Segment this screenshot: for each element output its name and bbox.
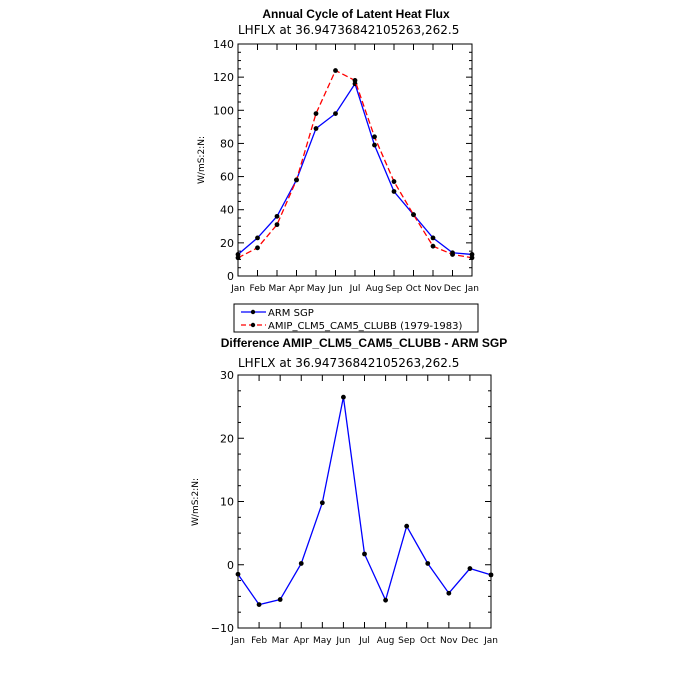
x-tick-label: May bbox=[307, 284, 326, 294]
data-point bbox=[256, 602, 262, 607]
y-tick-label: 60 bbox=[220, 171, 234, 184]
legend: ARM SGP AMIP_CLM5_CAM5_CLUBB (1979-1983) bbox=[233, 303, 479, 333]
y-tick-label: 40 bbox=[220, 204, 234, 217]
x-tick-label: Feb bbox=[250, 284, 266, 294]
y-axis-label: W/mS:2:N: bbox=[197, 136, 207, 184]
data-point bbox=[333, 111, 338, 116]
data-point bbox=[235, 255, 241, 261]
x-tick-label: Oct bbox=[406, 284, 422, 294]
data-point bbox=[425, 561, 431, 566]
x-tick-label: Dec bbox=[444, 284, 461, 294]
data-point bbox=[274, 213, 280, 219]
y-tick-label: −10 bbox=[211, 622, 234, 635]
data-point bbox=[277, 597, 283, 602]
data-point bbox=[469, 255, 475, 261]
data-point bbox=[333, 68, 338, 73]
data-point bbox=[235, 252, 241, 257]
y-tick-label: 20 bbox=[220, 237, 234, 250]
data-point bbox=[391, 179, 397, 184]
y-tick-label: 10 bbox=[220, 496, 234, 509]
legend-box bbox=[233, 303, 479, 333]
y-tick-label: 100 bbox=[213, 104, 234, 117]
difference-panel: Difference AMIP_CLM5_CAM5_CLUBB - ARM SG… bbox=[191, 336, 507, 646]
x-tick-label: Sep bbox=[386, 284, 403, 294]
data-point bbox=[430, 243, 436, 249]
data-point bbox=[274, 222, 280, 228]
x-tick-label: May bbox=[313, 636, 332, 646]
data-point bbox=[235, 571, 241, 577]
data-point bbox=[313, 126, 319, 131]
x-tick-label: Aug bbox=[366, 284, 384, 294]
data-point bbox=[469, 252, 475, 257]
x-tick-label: Mar bbox=[269, 284, 286, 294]
legend-label-amip: AMIP_CLM5_CAM5_CLUBB (1979-1983) bbox=[268, 321, 462, 332]
data-point bbox=[298, 561, 304, 566]
x-tick-label: Nov bbox=[440, 636, 458, 646]
legend-label-arm-sgp: ARM SGP bbox=[268, 308, 314, 319]
chart-subtitle: LHFLX at 36.94736842105263,262.5 bbox=[238, 356, 459, 370]
data-point bbox=[404, 523, 410, 529]
x-tick-label: Jul bbox=[358, 636, 370, 646]
data-point bbox=[383, 597, 388, 603]
data-point bbox=[255, 235, 260, 241]
plot-frame bbox=[237, 374, 492, 629]
legend-marker-arm-sgp bbox=[250, 309, 256, 315]
x-tick-label: Apr bbox=[289, 284, 305, 294]
x-tick-label: Aug bbox=[377, 636, 395, 646]
data-point bbox=[294, 177, 299, 183]
x-tick-label: Nov bbox=[424, 284, 442, 294]
latent-heat-flux-panel: Annual Cycle of Latent Heat Flux LHFLX a… bbox=[197, 7, 479, 294]
series-line bbox=[237, 397, 492, 606]
data-point bbox=[430, 235, 436, 241]
chart-title: Difference AMIP_CLM5_CAM5_CLUBB - ARM SG… bbox=[221, 336, 507, 350]
x-tick-label: Jun bbox=[327, 284, 342, 294]
y-tick-label: 120 bbox=[213, 71, 234, 84]
data-point bbox=[341, 394, 346, 400]
data-point bbox=[391, 189, 397, 194]
data-point bbox=[362, 551, 367, 557]
x-tick-label: Jul bbox=[349, 284, 361, 294]
data-point bbox=[450, 252, 455, 257]
x-tick-label: Oct bbox=[420, 636, 436, 646]
chart-title: Annual Cycle of Latent Heat Flux bbox=[262, 7, 450, 21]
x-tick-label: Jun bbox=[335, 636, 350, 646]
series-line bbox=[237, 69, 473, 259]
y-tick-label: 0 bbox=[227, 559, 234, 572]
x-tick-label: Dec bbox=[461, 636, 478, 646]
y-tick-label: 30 bbox=[220, 369, 234, 382]
data-point bbox=[255, 245, 260, 251]
y-tick-label: 0 bbox=[227, 270, 234, 283]
y-tick-label: 20 bbox=[220, 432, 234, 445]
x-tick-label: Feb bbox=[251, 636, 267, 646]
data-point bbox=[467, 566, 473, 571]
data-point bbox=[372, 142, 377, 148]
y-axis-label: W/mS:2:N: bbox=[191, 478, 201, 526]
data-point bbox=[313, 111, 319, 116]
legend-marker-amip bbox=[250, 322, 256, 328]
data-point bbox=[488, 572, 494, 578]
x-tick-label: Jan bbox=[483, 636, 498, 646]
y-tick-label: 80 bbox=[220, 137, 234, 150]
data-point bbox=[372, 134, 377, 140]
chart-subtitle: LHFLX at 36.94736842105263,262.5 bbox=[238, 23, 459, 37]
x-tick-label: Jan bbox=[230, 284, 245, 294]
x-tick-label: Jan bbox=[464, 284, 479, 294]
data-point bbox=[319, 500, 325, 506]
x-tick-label: Mar bbox=[272, 636, 289, 646]
x-tick-label: Apr bbox=[293, 636, 309, 646]
data-point bbox=[446, 590, 452, 596]
data-point bbox=[352, 78, 358, 83]
y-tick-label: 140 bbox=[213, 38, 234, 51]
data-point bbox=[411, 212, 416, 218]
x-tick-label: Jan bbox=[230, 636, 245, 646]
x-tick-label: Sep bbox=[398, 636, 415, 646]
